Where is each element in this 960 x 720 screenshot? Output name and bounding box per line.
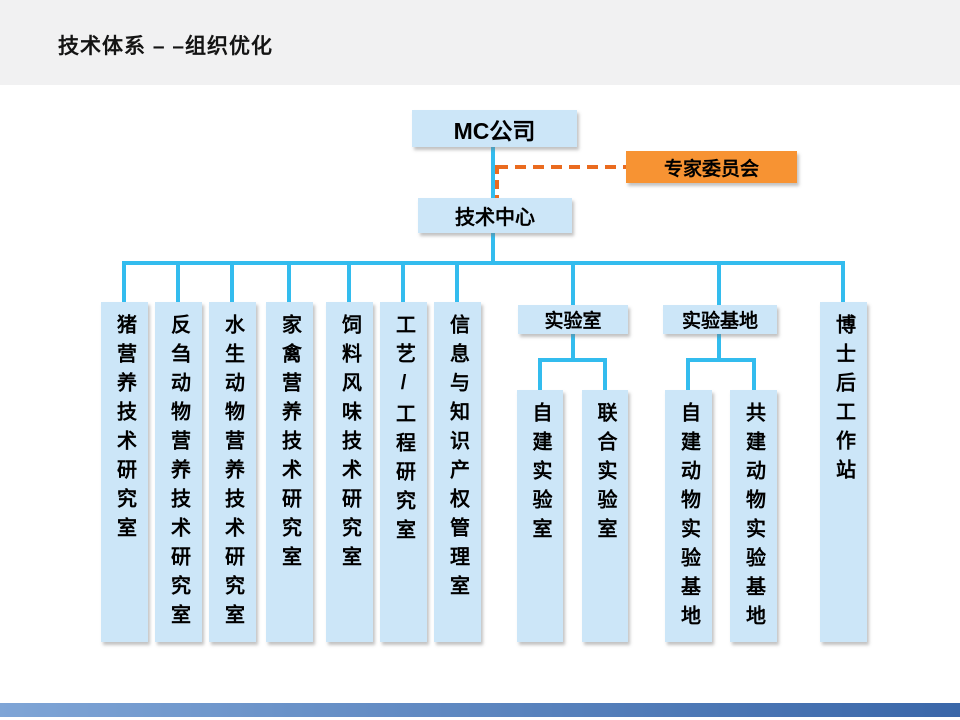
connector-lab-subtrunk xyxy=(571,333,575,362)
node-mc-company-label: MC公司 xyxy=(453,117,536,144)
node-dept-ruminant-nutrition: 反刍动物营养技术研究室 xyxy=(155,302,202,642)
node-base-group: 实验基地 xyxy=(663,305,777,334)
node-lab-self-built: 自建实验室 xyxy=(517,390,563,642)
node-postdoc-station: 博士后工作站 xyxy=(820,302,867,642)
node-dept-feed-flavor: 饲料风味技术研究室 xyxy=(326,302,373,642)
node-mc-company: MC公司 xyxy=(412,110,577,147)
node-dept-poultry-nutrition: 家禽营养技术研究室 xyxy=(266,302,313,642)
node-lab-label: 联合实验室 xyxy=(594,402,616,547)
node-base-joint: 共建动物实验基地 xyxy=(730,390,777,642)
connector-drop-base-child-1 xyxy=(686,358,690,390)
node-base-group-label: 实验基地 xyxy=(681,311,758,332)
connector-drop-dept-5 xyxy=(347,261,351,302)
node-expert-committee: 专家委员会 xyxy=(626,151,797,183)
node-lab-joint: 联合实验室 xyxy=(582,390,628,642)
connector-bus xyxy=(122,261,845,265)
connector-drop-dept-7 xyxy=(455,261,459,302)
connector-advisory-dashed-vertical xyxy=(495,165,499,199)
node-dept-label: 工艺/工程研究室 xyxy=(392,314,415,548)
connector-drop-dept-1 xyxy=(122,261,126,302)
node-dept-label: 家禽营养技术研究室 xyxy=(278,314,301,575)
connector-drop-lab-child-2 xyxy=(603,358,607,390)
node-postdoc-label: 博士后工作站 xyxy=(832,314,855,488)
node-lab-group-label: 实验室 xyxy=(544,311,602,332)
connector-base-subtrunk xyxy=(717,333,721,362)
node-dept-label: 信息与知识产权管理室 xyxy=(446,314,469,604)
connector-center-trunk xyxy=(491,232,495,263)
connector-drop-base-group xyxy=(717,261,721,305)
connector-drop-base-child-2 xyxy=(752,358,756,390)
connector-root-to-center xyxy=(491,146,495,198)
connector-drop-dept-4 xyxy=(287,261,291,302)
node-dept-info-ip: 信息与知识产权管理室 xyxy=(434,302,481,642)
node-lab-label: 自建实验室 xyxy=(529,402,551,547)
connector-advisory-dashed-horizontal xyxy=(497,165,626,169)
connector-drop-lab-child-1 xyxy=(538,358,542,390)
connector-drop-postdoc xyxy=(841,261,845,302)
node-dept-label: 反刍动物营养技术研究室 xyxy=(167,314,190,633)
node-base-label: 共建动物实验基地 xyxy=(742,402,765,634)
node-dept-aquatic-nutrition: 水生动物营养技术研究室 xyxy=(209,302,256,642)
node-dept-process-engineering: 工艺/工程研究室 xyxy=(380,302,427,642)
connector-drop-dept-2 xyxy=(176,261,180,302)
slide-title: 技术体系 – –组织优化 xyxy=(58,35,274,58)
node-lab-group: 实验室 xyxy=(518,305,628,334)
node-dept-label: 猪营养技术研究室 xyxy=(113,314,136,546)
node-dept-label: 饲料风味技术研究室 xyxy=(338,314,361,575)
node-base-label: 自建动物实验基地 xyxy=(677,402,700,634)
node-base-self-built: 自建动物实验基地 xyxy=(665,390,712,642)
node-expert-committee-label: 专家委员会 xyxy=(663,158,759,180)
node-tech-center-label: 技术中心 xyxy=(455,207,535,229)
connector-drop-lab-group xyxy=(571,261,575,305)
title-bar xyxy=(0,0,960,85)
connector-drop-dept-6 xyxy=(401,261,405,302)
footer-bar xyxy=(0,703,960,717)
node-dept-swine-nutrition: 猪营养技术研究室 xyxy=(101,302,148,642)
connector-base-subbus xyxy=(686,358,756,362)
node-tech-center: 技术中心 xyxy=(418,198,572,233)
connector-drop-dept-3 xyxy=(230,261,234,302)
connector-lab-subbus xyxy=(538,358,607,362)
node-dept-label: 水生动物营养技术研究室 xyxy=(221,314,244,633)
